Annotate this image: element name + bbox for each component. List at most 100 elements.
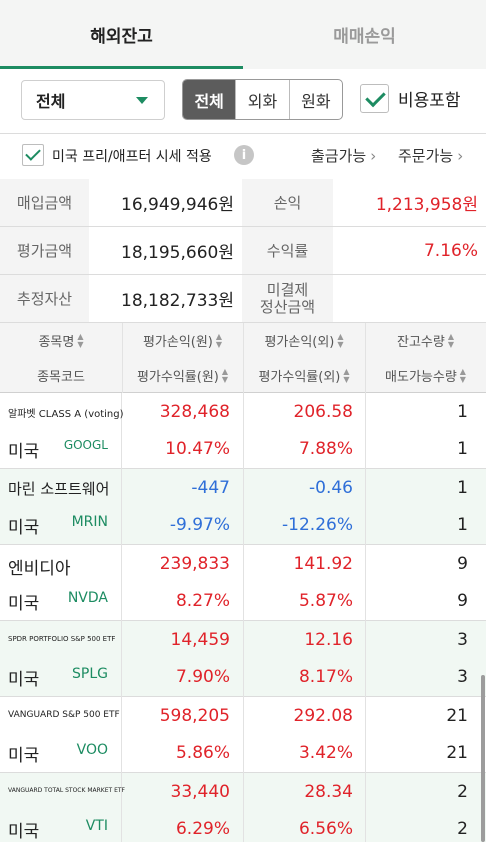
header-name[interactable]: 종목명 ▲ ▼	[38, 331, 84, 350]
divider	[0, 133, 486, 134]
stock-code: VTI	[85, 818, 108, 834]
include-cost-toggle[interactable]: 비용포함	[360, 84, 461, 113]
currency-all-button[interactable]: 전체	[183, 80, 236, 119]
eval-rate-krw: 5.86%	[175, 743, 230, 763]
header-sell-qty[interactable]: 매도가능수량 ▲ ▼	[385, 366, 466, 385]
stock-name: 엔비디아	[8, 559, 71, 579]
stock-code: VOO	[76, 742, 108, 758]
info-icon[interactable]: i	[234, 145, 254, 165]
premarket-checkbox[interactable]	[22, 144, 44, 166]
return-label: 수익률	[266, 242, 309, 260]
header-code[interactable]: 종목코드	[37, 370, 85, 385]
return-value: 7.16%	[333, 227, 486, 274]
table-row[interactable]: VANGUARD TOTAL STOCK MARKET ETF 미국 VTI 3…	[0, 773, 486, 842]
unsettled-value	[333, 275, 486, 322]
eval-rate-krw: 10.47%	[165, 439, 230, 459]
stock-code: NVDA	[67, 590, 108, 606]
eval-rate-krw: 8.27%	[175, 591, 230, 611]
eval-pnl-krw: 14,459	[170, 630, 230, 650]
header-eval-pnl-krw[interactable]: 평가손익(원) ▲ ▼	[142, 331, 223, 350]
eval-pnl-fx: -0.46	[309, 478, 353, 498]
country-label: 미국	[8, 518, 40, 538]
eval-rate-krw: 7.90%	[175, 667, 230, 687]
est-assets-value: 18,182,733원	[89, 275, 242, 322]
eval-rate-krw: 6.29%	[175, 819, 230, 839]
currency-foreign-button[interactable]: 외화	[235, 80, 288, 119]
eval-label: 평가금액	[16, 242, 73, 260]
eval-rate-fx: 8.17%	[298, 667, 353, 687]
qty: 21	[446, 706, 468, 726]
account-select[interactable]: 전체	[21, 80, 165, 120]
scrollbar[interactable]	[481, 675, 485, 842]
eval-rate-krw: -9.97%	[169, 515, 230, 535]
qty: 9	[457, 554, 468, 574]
eval-pnl-fx: 28.34	[304, 782, 353, 802]
eval-pnl-fx: 12.16	[304, 630, 353, 650]
eval-pnl-fx: 141.92	[293, 554, 353, 574]
option-row: 미국 프리/애프터 시세 적용 i 출금가능 › 주문가능 ›	[0, 134, 486, 178]
qty: 3	[457, 630, 468, 650]
withdrawable-link[interactable]: 출금가능 ›	[311, 147, 377, 165]
sell-qty: 1	[457, 515, 468, 535]
header-eval-rate-fx[interactable]: 평가수익률(외) ▲ ▼	[258, 366, 350, 385]
include-cost-checkbox[interactable]	[360, 84, 389, 113]
unsettled-label: 미결제 정산금액	[259, 280, 316, 316]
table-row[interactable]: SPDR PORTFOLIO S&P 500 ETF 미국 SPLG 14,45…	[0, 621, 486, 697]
sell-qty: 3	[457, 667, 468, 687]
stock-code: GOOGL	[63, 438, 108, 452]
country-label: 미국	[8, 442, 40, 462]
stock-name: 알파벳 CLASS A (voting)	[8, 409, 124, 420]
header-eval-rate-krw[interactable]: 평가수익률(원) ▲ ▼	[136, 366, 229, 385]
country-label: 미국	[8, 746, 40, 766]
header-qty[interactable]: 잔고수량 ▲ ▼	[397, 331, 454, 350]
eval-rate-fx: 3.42%	[298, 743, 353, 763]
account-select-value: 전체	[36, 92, 66, 111]
summary-grid: 매입금액 16,949,946원 손익 1,213,958원 평가금액 18,1…	[0, 179, 486, 322]
eval-value: 18,195,660원	[89, 227, 242, 274]
sell-qty: 2	[457, 819, 468, 839]
sell-qty: 9	[457, 591, 468, 611]
header-eval-pnl-fx[interactable]: 평가손익(외) ▲ ▼	[264, 331, 344, 350]
qty: 2	[457, 782, 468, 802]
stock-name: 마린 소프트웨어	[8, 480, 110, 498]
sell-qty: 1	[457, 439, 468, 459]
tab-trade-pnl[interactable]: 매매손익	[333, 27, 396, 47]
eval-pnl-krw: -447	[191, 478, 230, 498]
sell-qty: 21	[446, 743, 468, 763]
include-cost-label: 비용포함	[398, 91, 461, 111]
eval-rate-fx: 5.87%	[298, 591, 353, 611]
stock-code: SPLG	[72, 666, 108, 682]
eval-pnl-fx: 206.58	[293, 402, 353, 422]
caret-down-icon	[136, 97, 148, 104]
eval-pnl-krw: 33,440	[170, 782, 230, 802]
stock-name: SPDR PORTFOLIO S&P 500 ETF	[8, 635, 116, 643]
table-header: 종목명 ▲ ▼ 평가손익(원) ▲ ▼ 평가손익(외) ▲ ▼ 잔고수량 ▲ ▼ 종목코드 평가…	[0, 322, 486, 393]
purchase-value: 16,949,946원	[89, 179, 242, 226]
stock-name: VANGUARD TOTAL STOCK MARKET ETF	[8, 787, 125, 794]
stock-code: MRIN	[71, 514, 108, 530]
tab-bar: 해외잔고 매매손익	[0, 0, 486, 69]
pnl-value: 1,213,958원	[333, 179, 486, 226]
table-row[interactable]: 엔비디아 미국 NVDA 239,833 141.92 9 8.27% 5.87…	[0, 545, 486, 621]
est-assets-label: 추정자산	[16, 290, 73, 308]
table-row[interactable]: 마린 소프트웨어 미국 MRIN -447 -0.46 1 -9.97% -12…	[0, 469, 486, 545]
qty: 1	[457, 478, 468, 498]
currency-krw-button[interactable]: 원화	[288, 80, 342, 119]
qty: 1	[457, 402, 468, 422]
country-label: 미국	[8, 670, 40, 690]
premarket-label: 미국 프리/애프터 시세 적용	[52, 149, 212, 165]
currency-segment: 전체 외화 원화	[182, 79, 343, 120]
eval-rate-fx: 7.88%	[298, 439, 353, 459]
eval-rate-fx: -12.26%	[282, 515, 353, 535]
table-row[interactable]: 알파벳 CLASS A (voting) 미국 GOOGL 328,468 20…	[0, 393, 486, 469]
tab-overseas-balance[interactable]: 해외잔고	[0, 0, 243, 69]
table-row[interactable]: VANGUARD S&P 500 ETF 미국 VOO 598,205 292.…	[0, 697, 486, 773]
filter-row: 전체 전체 외화 원화 비용포함	[0, 69, 486, 133]
country-label: 미국	[8, 822, 40, 842]
eval-pnl-fx: 292.08	[293, 706, 353, 726]
country-label: 미국	[8, 594, 40, 614]
purchase-label: 매입금액	[16, 194, 73, 212]
pnl-label: 손익	[273, 194, 302, 212]
orderable-link[interactable]: 주문가능 ›	[398, 147, 464, 165]
eval-pnl-krw: 239,833	[159, 554, 230, 574]
